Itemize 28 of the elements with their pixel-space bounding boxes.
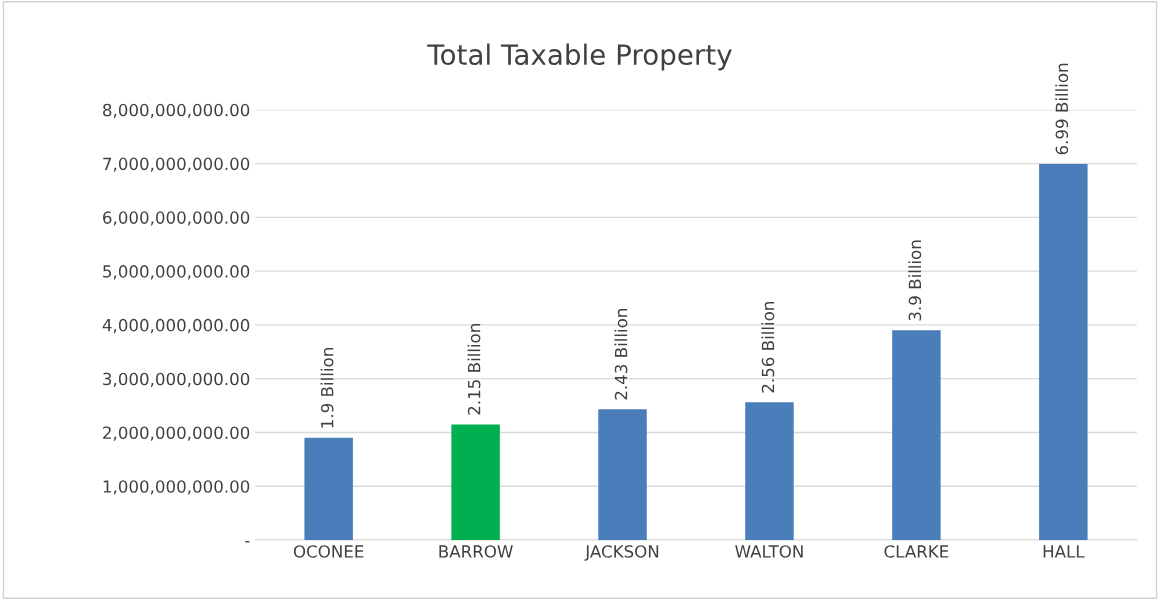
y-tick-label: 5,000,000,000.00 [103,265,250,280]
bar [745,402,794,540]
annotation: 3.9 Billion [908,240,922,321]
annotation: 6.99 Billion [1055,63,1069,155]
bar [598,409,647,540]
x-tick-label: JACKSON [584,545,659,561]
y-tick-label: 4,000,000,000.00 [102,318,250,334]
annotation: 2.43 Billion [614,309,628,400]
annotation: 2.15 Billion [467,324,481,415]
y-tick-label: 8,000,000,000.00 [103,103,250,119]
bar [451,424,500,540]
x-tick-label: OCONEE [293,545,364,558]
bar [304,437,353,540]
y-tick-label: 1,000,000,000.00 [103,480,250,495]
annotation: 1.9 Billion [320,348,334,428]
x-tick-label: BARROW [439,545,513,558]
x-tick-label: CLARKE [884,545,949,558]
annotation: 2.56 Billion [761,302,775,393]
x-tick-label: WALTON [735,545,803,558]
y-tick-label: 3,000,000,000.00 [103,372,250,387]
chart-title: Total Taxable Property [427,43,732,71]
bar [892,330,941,540]
x-tick-label: HALL [1043,545,1085,558]
y-tick-label: 2,000,000,000.00 [103,426,250,441]
y-tick-label: - [245,541,250,543]
bar [1039,164,1088,540]
y-tick-label: 6,000,000,000.00 [103,211,250,226]
y-tick-label: 7,000,000,000.00 [103,157,250,172]
